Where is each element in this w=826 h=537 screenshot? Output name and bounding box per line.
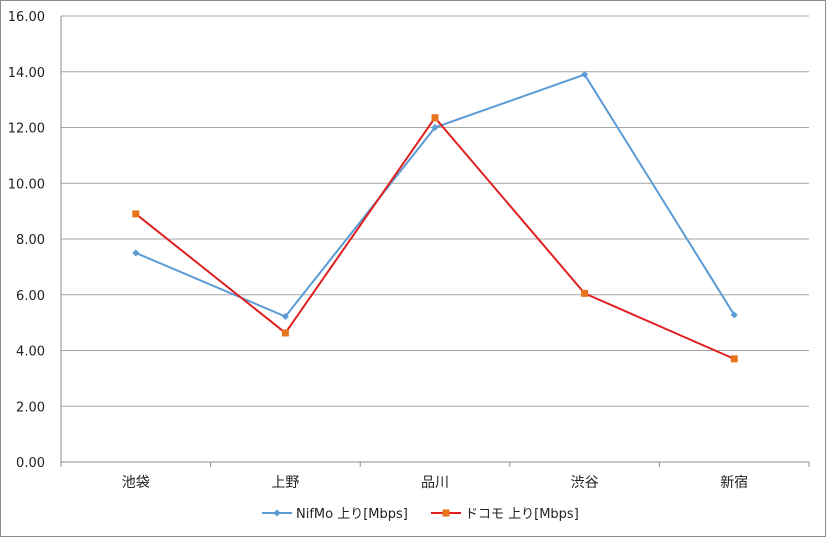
legend-label-2: ドコモ 上り[Mbps] <box>465 507 579 522</box>
legend-marker-2 <box>442 509 450 517</box>
data-point-1 <box>581 71 589 79</box>
y-tick-label: 10.00 <box>8 177 45 192</box>
data-point-1 <box>431 124 439 131</box>
x-tick-label: 新宿 <box>720 474 748 491</box>
y-tick-label: 12.00 <box>8 122 45 137</box>
data-point-1 <box>281 312 289 320</box>
y-tick-label: 2.00 <box>16 400 45 415</box>
y-tick-label: 8.00 <box>16 233 45 248</box>
x-tick-label: 渋谷 <box>571 475 599 491</box>
series-line-2 <box>135 116 735 360</box>
data-point-2 <box>730 355 738 363</box>
y-tick-label: 6.00 <box>16 289 45 304</box>
y-tick-label: 14.00 <box>8 66 45 81</box>
data-point-1 <box>730 311 738 319</box>
data-point-2 <box>431 114 439 122</box>
data-point-2 <box>132 210 140 218</box>
x-tick-label: 池袋 <box>122 475 150 491</box>
data-point-2 <box>281 329 289 337</box>
y-tick-label: 4.00 <box>16 345 45 360</box>
legend-marker-1 <box>273 509 281 517</box>
series-line-1 <box>135 73 736 318</box>
x-tick-label: 品川 <box>421 475 449 491</box>
x-tick-label: 上野 <box>271 475 299 491</box>
data-point-2 <box>581 289 589 297</box>
legend-label-1: NifMo 上り[Mbps] <box>296 507 408 522</box>
data-point-1 <box>132 249 140 257</box>
y-tick-label: 0.00 <box>16 456 45 471</box>
y-tick-label: 16.00 <box>8 10 45 25</box>
